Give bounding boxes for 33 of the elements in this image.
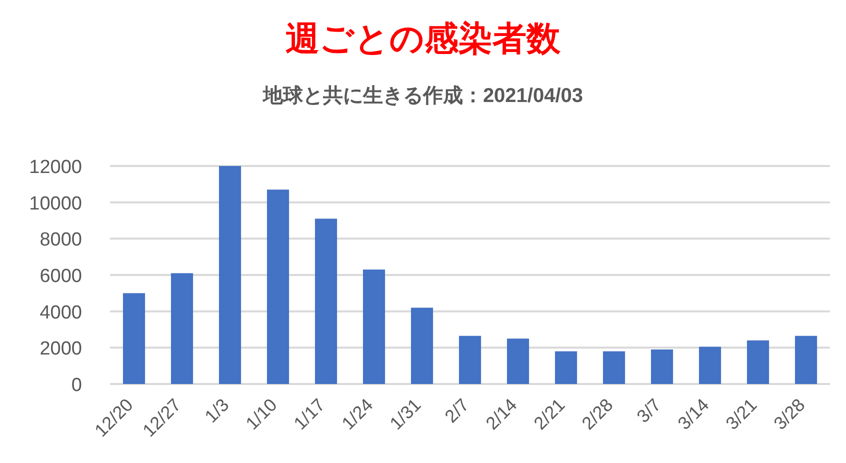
x-tick-label: 1/31 (386, 394, 425, 434)
bar (218, 166, 242, 384)
bar (602, 351, 626, 384)
bar (458, 336, 482, 384)
y-tick-label: 2000 (40, 338, 82, 360)
bar (698, 346, 722, 384)
x-tick-label: 3/14 (674, 394, 713, 434)
chart-title: 週ごとの感染者数 (286, 20, 562, 58)
bar (314, 218, 338, 384)
x-tick-label: 2/21 (530, 394, 569, 434)
bar (122, 293, 146, 384)
x-tick-label: 3/7 (632, 394, 665, 427)
x-tick-label: 1/10 (242, 394, 281, 434)
x-tick-label: 2/7 (440, 394, 473, 427)
x-tick-label: 3/28 (770, 394, 809, 434)
y-tick-label: 6000 (40, 266, 82, 287)
bar (794, 336, 818, 384)
y-tick-label: 0 (71, 375, 82, 396)
bar (362, 270, 386, 384)
x-tick-label: 3/21 (722, 394, 761, 434)
y-tick-label: 10000 (29, 193, 82, 214)
bar (506, 338, 530, 384)
y-tick-label: 8000 (40, 230, 82, 251)
bar (170, 273, 194, 384)
bar (554, 351, 578, 384)
y-tick-label: 12000 (29, 157, 82, 178)
bar (266, 190, 290, 384)
chart-subtitle: 地球と共に生きる作成：2021/04/03 (262, 85, 584, 107)
bar (650, 349, 674, 384)
bar (410, 308, 434, 384)
y-tick-label: 4000 (40, 302, 82, 324)
x-tick-label: 1/3 (200, 394, 233, 427)
bar (746, 340, 770, 384)
